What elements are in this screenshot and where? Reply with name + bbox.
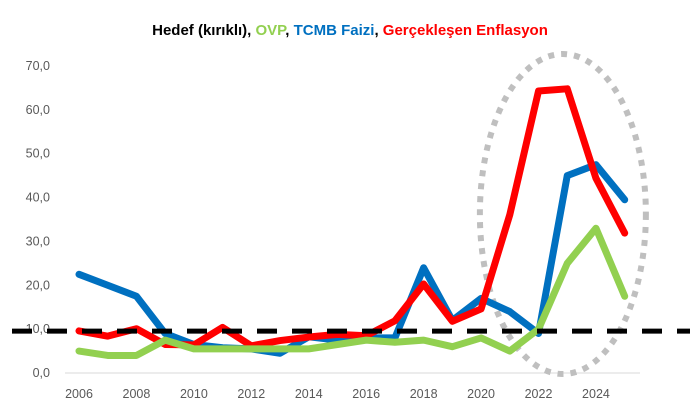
y-tick-label: 70,0 [26,59,50,73]
x-tick-label: 2008 [123,387,151,401]
y-tick-label: 60,0 [26,103,50,117]
title-part: TCMB Faizi [293,22,375,39]
x-tick-label: 2024 [582,387,610,401]
highlight-ellipse [476,51,649,377]
title-part: OVP [255,22,286,39]
x-tick-label: 2020 [467,387,495,401]
x-tick-label: 2010 [180,387,208,401]
y-tick-label: 30,0 [26,234,50,248]
title-part: , [247,22,256,39]
y-tick-label: 50,0 [26,147,50,161]
x-tick-label: 2014 [295,387,323,401]
y-tick-label: 20,0 [26,278,50,292]
series-line-ovp [75,224,629,359]
x-tick-label: 2012 [237,387,265,401]
x-tick-label: 2018 [410,387,438,401]
x-tick-label: 2006 [65,387,93,401]
x-tick-label: 2016 [352,387,380,401]
title-part: Hedef (kırıklı) [152,22,248,39]
chart-title: Hedef (kırıklı), OVP, TCMB Faizi, Gerçek… [0,22,700,39]
title-part: Gerçekleşen Enflasyon [382,22,548,39]
x-tick-label: 2022 [525,387,553,401]
y-tick-label: 0,0 [33,366,50,380]
y-tick-label: 40,0 [26,191,50,205]
title-part: , [374,22,383,39]
title-part: , [285,22,294,39]
